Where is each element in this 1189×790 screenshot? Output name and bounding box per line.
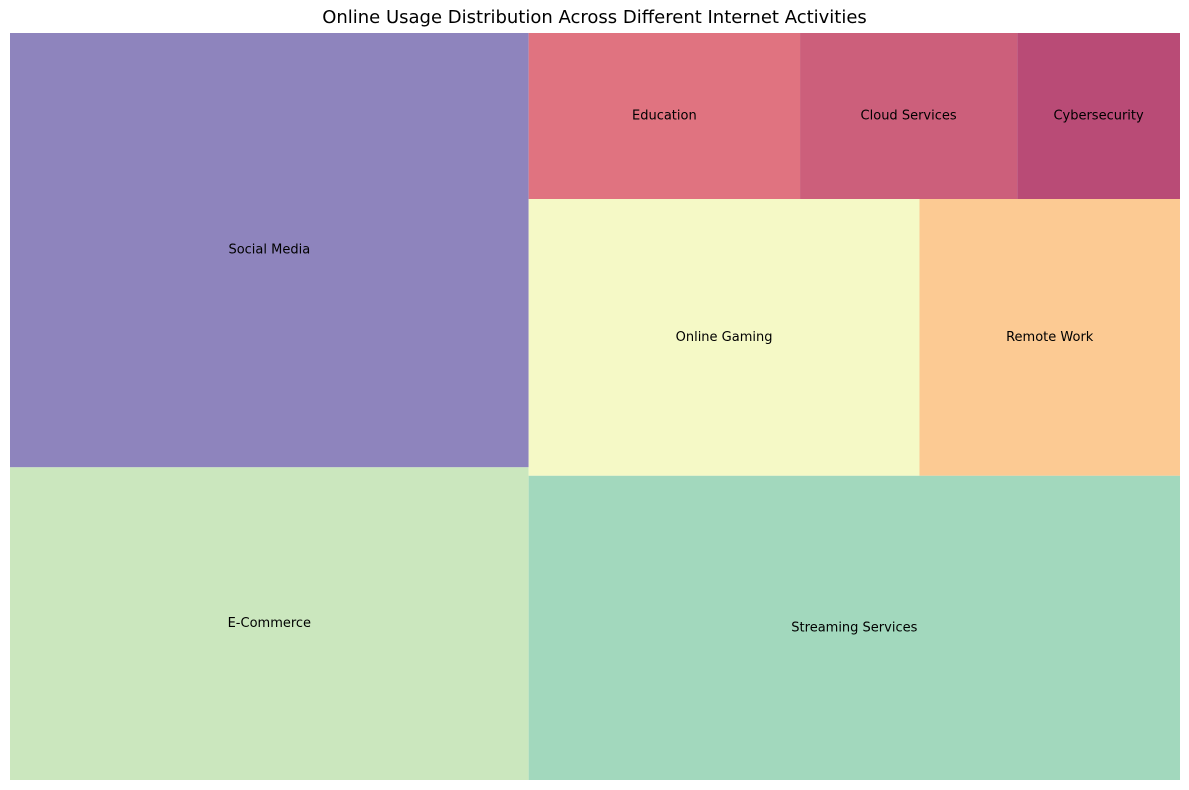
treemap-label-streaming-services: Streaming Services — [791, 620, 917, 635]
treemap-tile-education — [528, 33, 801, 199]
treemap-tile-streaming-services — [528, 475, 1180, 780]
treemap-tile-cloud-services — [800, 33, 1018, 199]
treemap-tile-social-media — [10, 33, 529, 468]
treemap-tile-e-commerce — [10, 467, 529, 780]
treemap-label-online-gaming: Online Gaming — [676, 330, 773, 345]
treemap-label-education: Education — [632, 109, 697, 124]
treemap-tile-remote-work — [919, 199, 1180, 476]
treemap-label-cloud-services: Cloud Services — [861, 109, 957, 124]
treemap-label-e-commerce: E-Commerce — [228, 616, 311, 631]
treemap-label-remote-work: Remote Work — [1006, 330, 1094, 345]
treemap-tile-online-gaming — [528, 199, 920, 476]
chart-title: Online Usage Distribution Across Differe… — [322, 7, 867, 28]
treemap-tile-cybersecurity — [1017, 33, 1180, 199]
treemap-label-cybersecurity: Cybersecurity — [1053, 109, 1144, 124]
treemap-label-social-media: Social Media — [228, 243, 310, 258]
